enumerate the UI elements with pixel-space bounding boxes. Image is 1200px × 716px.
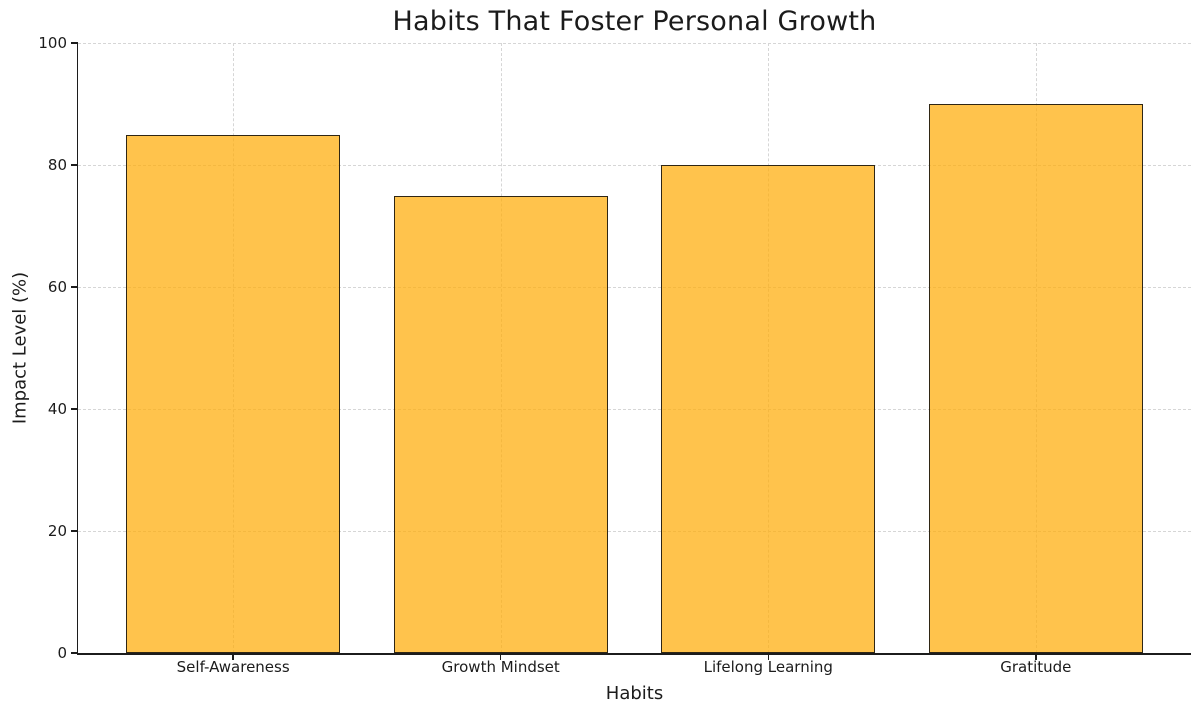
y-tick-label: 20 xyxy=(47,522,67,540)
y-tick-label: 40 xyxy=(47,400,67,418)
bar xyxy=(928,104,1143,653)
x-tick xyxy=(500,654,502,660)
h-gridline xyxy=(78,287,1191,288)
h-gridline xyxy=(78,43,1191,44)
y-tick xyxy=(71,530,78,532)
x-tick xyxy=(1035,654,1037,660)
chart-title: Habits That Foster Personal Growth xyxy=(392,6,877,37)
y-tick xyxy=(71,42,78,44)
y-tick-label: 60 xyxy=(47,278,67,296)
x-tick-label: Lifelong Learning xyxy=(703,658,833,676)
bar xyxy=(393,195,608,653)
h-gridline xyxy=(78,409,1191,410)
y-axis-spine xyxy=(76,43,79,655)
y-tick-label: 100 xyxy=(38,34,67,52)
h-gridline xyxy=(78,531,1191,532)
y-tick xyxy=(71,286,78,288)
y-tick xyxy=(71,652,78,654)
y-tick xyxy=(71,164,78,166)
x-tick-label: Gratitude xyxy=(1000,658,1072,676)
y-tick-label: 80 xyxy=(47,156,67,174)
y-tick-label: 0 xyxy=(57,644,67,662)
y-tick xyxy=(71,408,78,410)
x-tick xyxy=(767,654,769,660)
x-tick-label: Growth Mindset xyxy=(441,658,560,676)
h-gridline xyxy=(78,165,1191,166)
x-axis-label: Habits xyxy=(605,683,664,704)
plot-area xyxy=(78,43,1191,653)
x-tick-label: Self-Awareness xyxy=(176,658,290,676)
x-tick xyxy=(232,654,234,660)
bar xyxy=(661,165,876,653)
x-axis-spine xyxy=(76,653,1191,655)
bar xyxy=(126,134,341,653)
